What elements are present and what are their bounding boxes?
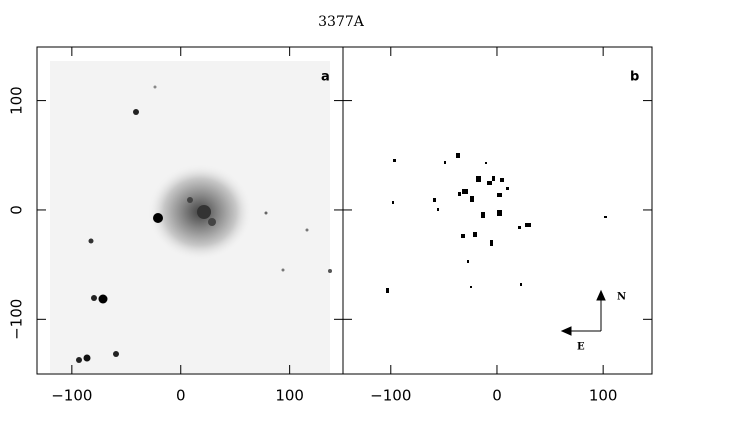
panel-label: a bbox=[321, 70, 330, 85]
y-tick-label: 100 bbox=[8, 86, 26, 115]
x-tick-label: 0 bbox=[176, 387, 186, 405]
panel-frame bbox=[342, 46, 653, 375]
galaxy-image bbox=[50, 61, 332, 373]
x-tick-label: 0 bbox=[492, 387, 502, 405]
figure-title: 3377A bbox=[318, 14, 365, 30]
compass bbox=[560, 289, 606, 336]
y-tick-label: −100 bbox=[8, 299, 26, 340]
y-tick-label: 0 bbox=[8, 205, 26, 215]
x-tick-label: 100 bbox=[589, 387, 618, 405]
x-tick-label: 100 bbox=[275, 387, 304, 405]
panel-label: b bbox=[630, 70, 639, 85]
x-tick-label: −100 bbox=[370, 387, 411, 405]
compass-east: E bbox=[577, 342, 585, 353]
halpha-regions bbox=[386, 153, 607, 293]
compass-north: N bbox=[617, 292, 626, 303]
x-tick-label: −100 bbox=[51, 387, 92, 405]
